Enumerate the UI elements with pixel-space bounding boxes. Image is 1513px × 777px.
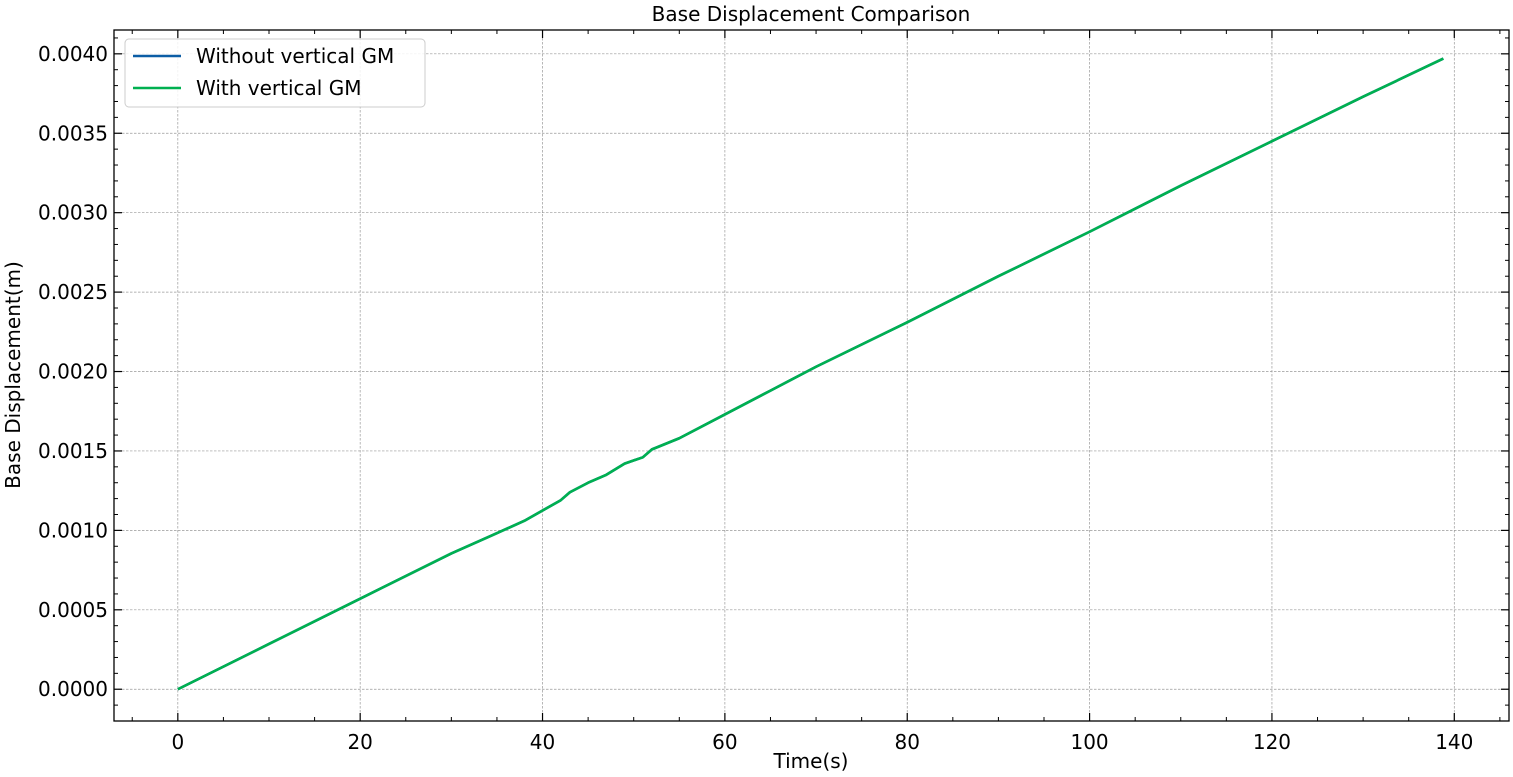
y-tick-label: 0.0020 <box>38 360 108 384</box>
x-tick-label: 120 <box>1253 730 1291 754</box>
x-tick-label: 140 <box>1435 730 1473 754</box>
x-axis-label: Time(s) <box>773 749 849 773</box>
y-axis-ticks: 0.0000 0.0005 0.0010 0.0015 0.0020 0.0025 0.00… <box>38 42 1509 701</box>
legend-label-with-vertical-gm: With vertical GM <box>196 76 361 100</box>
y-tick-label: 0.0040 <box>38 42 108 66</box>
y-tick-label: 0.0000 <box>38 677 108 701</box>
minor-ticks <box>114 30 1509 721</box>
y-tick-label: 0.0030 <box>38 201 108 225</box>
chart-title: Base Displacement Comparison <box>652 2 971 26</box>
y-tick-label: 0.0005 <box>38 598 108 622</box>
plot-frame <box>113 29 1510 722</box>
series-line-with-vertical-gm <box>177 57 1444 691</box>
y-tick-label: 0.0010 <box>38 518 108 542</box>
x-axis-ticks: 0 20 40 60 80 100 120 140 <box>171 30 1473 754</box>
x-tick-label: 60 <box>712 730 737 754</box>
y-tick-label: 0.0035 <box>38 121 108 145</box>
grid <box>114 30 1509 721</box>
x-tick-label: 100 <box>1070 730 1108 754</box>
x-tick-label: 40 <box>530 730 555 754</box>
x-tick-label: 0 <box>171 730 184 754</box>
y-axis-label: Base Displacement(m) <box>1 261 25 489</box>
y-tick-label: 0.0015 <box>38 439 108 463</box>
y-tick-label: 0.0025 <box>38 280 108 304</box>
series-lines <box>177 57 1444 691</box>
legend-box <box>124 38 426 108</box>
legend-label-without-vertical-gm: Without vertical GM <box>196 44 394 68</box>
x-tick-label: 20 <box>347 730 372 754</box>
x-tick-label: 80 <box>895 730 920 754</box>
legend: Without vertical GM With vertical GM <box>124 38 426 108</box>
